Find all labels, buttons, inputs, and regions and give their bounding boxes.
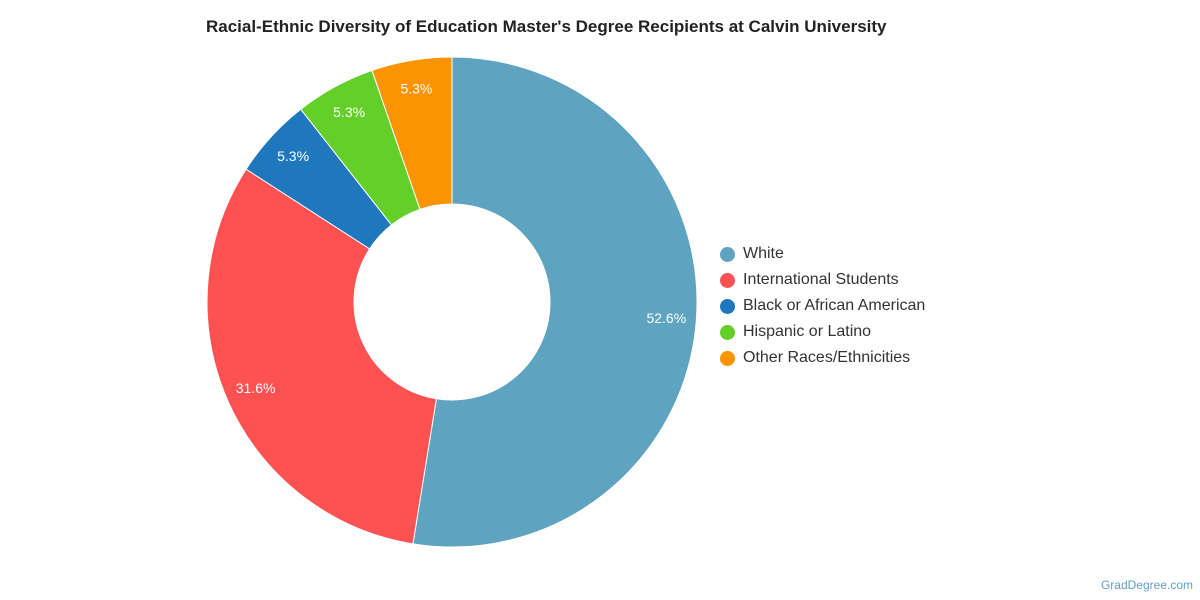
legend-label: International Students [743,271,899,288]
legend-swatch [720,298,735,314]
legend-item-other-races-ethnicities[interactable]: Other Races/Ethnicities [720,345,925,371]
slice-label-other-races-ethnicities: 5.3% [400,81,432,97]
slice-label-black-or-african-american: 5.3% [277,148,309,164]
legend-label: White [743,245,784,262]
slice-label-hispanic-or-latino: 5.3% [333,104,365,120]
chart-title: Racial-Ethnic Diversity of Education Mas… [206,17,887,36]
slice-international-students[interactable] [206,168,437,545]
slice-label-international-students: 31.6% [236,380,276,396]
donut-slices [206,56,698,548]
legend-label: Other Races/Ethnicities [743,349,911,366]
legend-swatch [720,246,735,262]
slice-other-races-ethnicities[interactable] [371,56,453,211]
legend-item-white[interactable]: White [720,241,925,267]
legend-swatch [720,324,735,340]
slice-label-white: 52.6% [646,310,686,326]
legend-label: Black or African American [743,297,926,314]
legend-item-hispanic-or-latino[interactable]: Hispanic or Latino [720,319,925,345]
legend-swatch [720,350,735,366]
chart-legend: White International Students Black or Af… [720,241,925,371]
legend-swatch [720,272,735,288]
legend-item-black-or-african-american[interactable]: Black or African American [720,293,925,319]
watermark-link[interactable]: GradDegree.com [1100,578,1193,592]
slice-white[interactable] [412,56,698,548]
legend-label: Hispanic or Latino [743,323,872,340]
legend-item-international-students[interactable]: International Students [720,267,925,293]
donut-slice-labels: 52.6% 31.6% 5.3% 5.3% 5.3% [236,81,686,397]
